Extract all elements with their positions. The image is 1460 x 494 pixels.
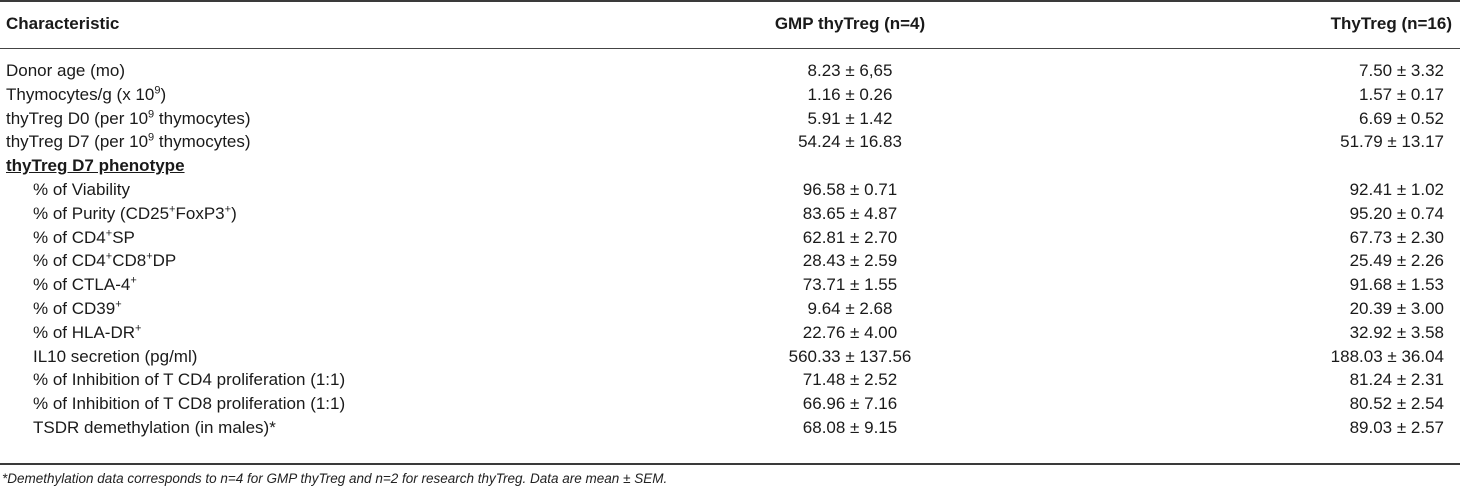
table-row: TSDR demethylation (in males)* 68.08 ± 9… [0, 416, 1460, 440]
section-heading: thyTreg D7 phenotype [6, 156, 185, 176]
gmp-value: 73.71 ± 1.55 [802, 275, 898, 295]
table-row: IL10 secretion (pg/ml) 560.33 ± 137.56 1… [0, 345, 1460, 369]
thy-value: 1.57 ± 0.17 [1359, 84, 1444, 104]
thy-value: 92.41 ± 1.02 [1349, 179, 1444, 199]
thy-value: 95.20 ± 0.74 [1349, 203, 1444, 223]
gmp-value: 1.16 ± 0.26 [807, 84, 893, 104]
gmp-value: 83.65 ± 4.87 [802, 203, 898, 223]
gmp-value: 22.76 ± 4.00 [802, 322, 898, 342]
gmp-value: 5.91 ± 1.42 [807, 108, 893, 128]
table-row: thyTreg D0 (per 109 thymocytes) 5.91 ± 1… [0, 107, 1460, 131]
header-rule [0, 48, 1460, 49]
gmp-value: 66.96 ± 7.16 [802, 394, 898, 414]
table-row: % of CD4+CD8+DP 28.43 ± 2.59 25.49 ± 2.2… [0, 249, 1460, 273]
section-heading-row: thyTreg D7 phenotype [0, 154, 1460, 178]
row-label: % of CD4+CD8+DP [33, 250, 177, 271]
thy-value: 6.69 ± 0.52 [1359, 108, 1444, 128]
header-gmp-thytreg: GMP thyTreg (n=4) [774, 14, 926, 33]
row-label: % of CD4+SP [33, 226, 135, 247]
thy-value: 89.03 ± 2.57 [1349, 417, 1444, 437]
gmp-value: 9.64 ± 2.68 [807, 298, 893, 318]
table-row: Thymocytes/g (x 109) 1.16 ± 0.26 1.57 ± … [0, 83, 1460, 107]
table-footnote: *Demethylation data corresponds to n=4 f… [2, 471, 668, 486]
row-label: Thymocytes/g (x 109) [6, 84, 167, 104]
thy-value: 67.73 ± 2.30 [1349, 227, 1444, 247]
gmp-value: 62.81 ± 2.70 [802, 227, 898, 247]
thy-value: 7.50 ± 3.32 [1359, 61, 1444, 80]
table-row: % of CD39+ 9.64 ± 2.68 20.39 ± 3.00 [0, 297, 1460, 321]
gmp-value: 54.24 ± 16.83 [798, 132, 902, 152]
thy-value: 188.03 ± 36.04 [1330, 346, 1444, 366]
thy-value: 80.52 ± 2.54 [1349, 394, 1444, 414]
thy-value: 32.92 ± 3.58 [1349, 322, 1444, 342]
row-label: % of CD39+ [33, 298, 122, 318]
row-label: Donor age (mo) [6, 61, 126, 80]
row-label: % of CTLA-4+ [33, 274, 137, 295]
table-row: % of Purity (CD25+FoxP3+) 83.65 ± 4.87 9… [0, 202, 1460, 226]
row-label: IL10 secretion (pg/ml) [33, 346, 198, 366]
thy-value: 25.49 ± 2.26 [1349, 251, 1444, 271]
row-label: TSDR demethylation (in males)* [33, 417, 276, 437]
table-row: % of Viability 96.58 ± 0.71 92.41 ± 1.02 [0, 178, 1460, 202]
gmp-value: 71.48 ± 2.52 [802, 370, 898, 390]
thy-value: 91.68 ± 1.53 [1349, 275, 1444, 295]
gmp-value: 560.33 ± 137.56 [788, 346, 912, 366]
gmp-value: 28.43 ± 2.59 [802, 251, 898, 271]
bottom-rule [0, 463, 1460, 465]
row-label: % of Purity (CD25+FoxP3+) [33, 203, 237, 223]
row-label: % of Viability [33, 179, 131, 199]
table-row: % of CD4+SP 62.81 ± 2.70 67.73 ± 2.30 [0, 226, 1460, 250]
row-label: thyTreg D7 (per 109 thymocytes) [6, 131, 251, 152]
table-body: Donor age (mo) 8.23 ± 6,65 7.50 ± 3.32 T… [0, 59, 1460, 440]
header-thytreg: ThyTreg (n=16) [1330, 14, 1452, 33]
table-row: thyTreg D7 (per 109 thymocytes) 54.24 ± … [0, 130, 1460, 154]
row-label: % of Inhibition of T CD4 proliferation (… [33, 370, 346, 390]
top-rule [0, 0, 1460, 2]
gmp-value: 8.23 ± 6,65 [807, 61, 893, 80]
table-row: % of Inhibition of T CD8 proliferation (… [0, 392, 1460, 416]
table-row: Donor age (mo) 8.23 ± 6,65 7.50 ± 3.32 [0, 59, 1460, 83]
table-row: % of HLA-DR+ 22.76 ± 4.00 32.92 ± 3.58 [0, 321, 1460, 345]
table-row: % of CTLA-4+ 73.71 ± 1.55 91.68 ± 1.53 [0, 273, 1460, 297]
table-row: % of Inhibition of T CD4 proliferation (… [0, 368, 1460, 392]
table-header: Characteristic GMP thyTreg (n=4) ThyTreg… [0, 0, 1460, 48]
row-label: thyTreg D0 (per 109 thymocytes) [6, 107, 251, 128]
thy-value: 51.79 ± 13.17 [1340, 132, 1444, 152]
row-label: % of Inhibition of T CD8 proliferation (… [33, 394, 346, 414]
gmp-value: 96.58 ± 0.71 [802, 179, 898, 199]
gmp-value: 68.08 ± 9.15 [802, 417, 898, 437]
header-characteristic: Characteristic [6, 14, 120, 33]
thy-value: 20.39 ± 3.00 [1349, 298, 1444, 318]
row-label: % of HLA-DR+ [33, 322, 142, 342]
thy-value: 81.24 ± 2.31 [1349, 370, 1444, 390]
